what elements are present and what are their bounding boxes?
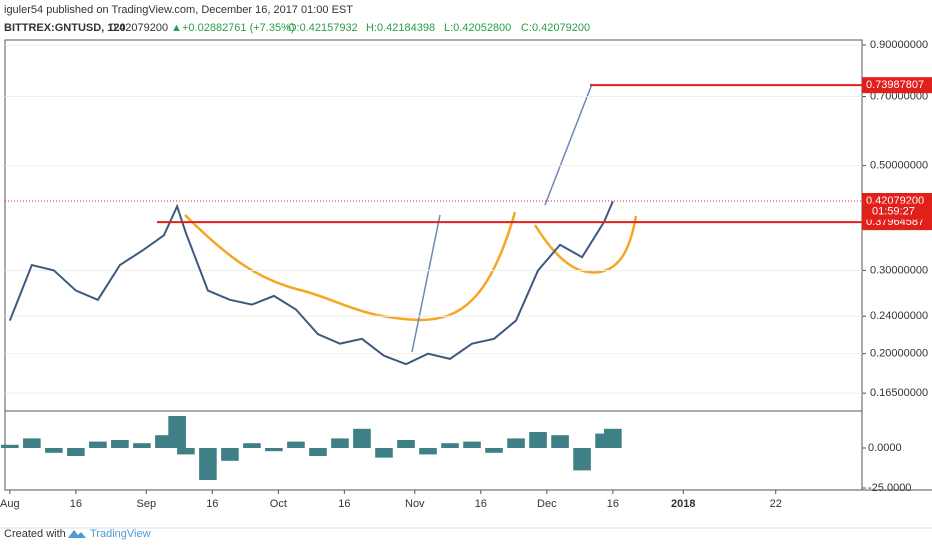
- osc-bar: [287, 441, 305, 448]
- osc-bar: [375, 448, 393, 458]
- x-tick-label: 16: [338, 498, 350, 510]
- x-tick-label: 16: [206, 498, 218, 510]
- osc-tick-label: -25.0000: [868, 482, 911, 494]
- x-tick-label: 22: [770, 498, 782, 510]
- footer-created: Created with: [4, 528, 66, 540]
- osc-bar: [353, 428, 371, 448]
- osc-bar: [604, 428, 622, 448]
- osc-bar: [265, 448, 283, 452]
- y-tick-label: 0.24000000: [870, 310, 928, 322]
- x-tick-label: 16: [607, 498, 619, 510]
- y-tick-label: 0.20000000: [870, 348, 928, 360]
- osc-bar: [529, 432, 547, 448]
- osc-bar: [23, 438, 41, 448]
- y-tick-label: 0.90000000: [870, 39, 928, 51]
- x-tick-label: Dec: [537, 498, 557, 510]
- arrow: ▲: [171, 22, 182, 34]
- osc-bar: [331, 438, 349, 448]
- osc-tick-label: 0.0000: [868, 442, 902, 454]
- osc-bar: [397, 440, 415, 448]
- countdown: 01:59:27: [872, 205, 915, 217]
- osc-bar: [89, 441, 107, 448]
- y-tick-label: 0.50000000: [870, 160, 928, 172]
- osc-bar: [463, 441, 481, 448]
- x-tick-label: Nov: [405, 498, 425, 510]
- x-tick-label: Sep: [137, 498, 157, 510]
- cup-curve: [184, 211, 517, 322]
- countdown-box: [862, 203, 932, 220]
- price-line: [8, 200, 614, 366]
- y-tick-label: 0.30000000: [870, 264, 928, 276]
- osc-bar: [45, 448, 63, 453]
- level-label: 0.73987807: [866, 79, 924, 91]
- x-tick-label: 16: [70, 498, 82, 510]
- osc-bar: [1, 444, 19, 448]
- x-tick-label: Oct: [270, 498, 287, 510]
- x-tick-label: 2018: [671, 498, 695, 510]
- last: 0.42079200: [110, 22, 168, 34]
- change: +0.02882761 (+7.35%): [182, 22, 295, 34]
- osc-bar: [177, 448, 195, 455]
- cup-curve: [533, 215, 638, 274]
- open: O:0.42157932: [288, 22, 358, 34]
- footer-brand: TradingView: [90, 528, 151, 540]
- level-box: [862, 77, 932, 94]
- symbol: BITTREX:GNTUSD, 120: [4, 22, 126, 34]
- osc-bar: [551, 435, 569, 448]
- osc-bar: [199, 448, 217, 480]
- osc-bar: [221, 448, 239, 461]
- osc-bar: [111, 440, 129, 448]
- osc-bar: [168, 416, 186, 448]
- osc-bar: [419, 448, 437, 455]
- osc-bar: [573, 448, 591, 471]
- x-tick-label: 16: [475, 498, 487, 510]
- osc-bar: [155, 435, 173, 448]
- osc-bar: [309, 448, 327, 456]
- osc-bar: [441, 443, 459, 448]
- arrow-line: [411, 214, 441, 353]
- x-tick-label: Aug: [0, 498, 20, 510]
- low: L:0.42052800: [444, 22, 511, 34]
- high: H:0.42184398: [366, 22, 435, 34]
- osc-bar: [485, 448, 503, 453]
- osc-bar: [133, 443, 151, 448]
- publisher: iguler54 published on TradingView.com, D…: [4, 4, 353, 16]
- close: C:0.42079200: [521, 22, 590, 34]
- osc-bar: [67, 448, 85, 456]
- logo: [68, 530, 86, 538]
- arrow-line: [544, 83, 593, 206]
- y-tick-label: 0.70000000: [870, 90, 928, 102]
- osc-bar: [507, 438, 525, 448]
- y-tick-label: 0.16500000: [870, 387, 928, 399]
- osc-bar: [243, 443, 261, 448]
